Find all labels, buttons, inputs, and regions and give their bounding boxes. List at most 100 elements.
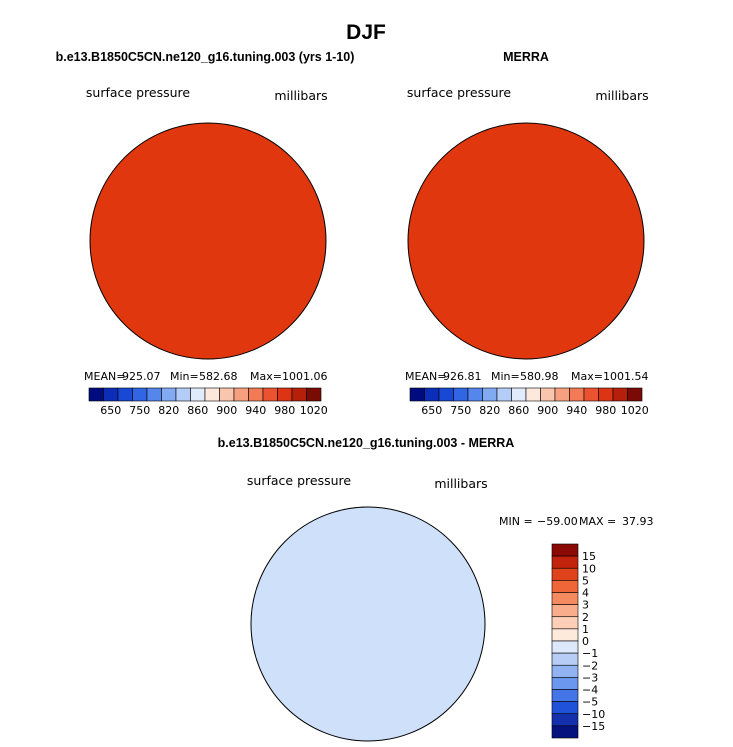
- difference-colorbar-swatch: [551, 592, 579, 605]
- difference-map-border: [250, 506, 486, 742]
- difference-colorbar-swatch: [551, 567, 579, 581]
- difference-colorbar-swatch: [551, 616, 579, 630]
- model-colorbar-swatch: [233, 387, 249, 402]
- difference-map-background: [251, 507, 485, 741]
- obs-colorbar-swatch: [467, 387, 483, 402]
- obs-colorbar: 650 750 820 860 900 940 980 1020: [409, 387, 649, 417]
- difference-colorbar-tick-label: −5: [582, 696, 598, 709]
- difference-colorbar-tick-label: −4: [582, 684, 598, 697]
- difference-colorbar-tick-label: 4: [582, 587, 589, 600]
- obs-colorbar-swatch: [424, 387, 440, 402]
- model-colorbar-swatch: [132, 387, 148, 402]
- difference-colorbar-swatch: [551, 652, 579, 666]
- model-colorbar-swatch: [146, 387, 162, 402]
- obs-colorbar-swatch: [496, 387, 512, 402]
- difference-panel-title: b.e13.B1850C5CN.ne120_g16.tuning.003 - M…: [218, 436, 515, 450]
- obs-colorbar-swatch: [453, 387, 469, 402]
- obs-min-label: Min=: [491, 370, 520, 383]
- obs-colorbar-swatch: [598, 387, 614, 402]
- model-colorbar-swatch: [103, 387, 119, 402]
- model-min-value: 582.68: [199, 370, 238, 383]
- difference-colorbar-tick-label: −15: [582, 720, 605, 733]
- obs-colorbar-swatch: [612, 387, 628, 402]
- difference-colorbar-tick-label: 5: [582, 574, 589, 587]
- difference-colorbar-swatch: [551, 580, 579, 593]
- obs-colorbar-tick-label: 900: [537, 404, 558, 417]
- obs-colorbar-swatch: [409, 387, 425, 402]
- model-colorbar-swatch: [248, 387, 264, 402]
- obs-right-label: millibars: [595, 88, 648, 103]
- model-mean-label: MEAN=: [84, 370, 125, 383]
- obs-colorbar-swatch: [511, 387, 527, 402]
- difference-right-label: millibars: [434, 476, 487, 491]
- obs-colorbar-swatch: [583, 387, 599, 402]
- model-colorbar-swatch: [175, 387, 191, 402]
- model-colorbar-swatch: [204, 387, 220, 402]
- obs-map-background: [408, 123, 644, 359]
- obs-colorbar-swatch: [627, 387, 643, 402]
- difference-colorbar-tick-label: 15: [582, 550, 596, 563]
- difference-min-value: −59.00: [537, 515, 578, 528]
- difference-colorbar-swatch: [551, 713, 579, 727]
- season-title: DJF: [346, 21, 386, 44]
- model-colorbar-tick-label: 820: [158, 404, 179, 417]
- model-max-value: 1001.06: [282, 370, 328, 383]
- model-panel-title: b.e13.B1850C5CN.ne120_g16.tuning.003 (yr…: [56, 50, 355, 64]
- obs-colorbar-swatch: [554, 387, 570, 402]
- model-colorbar-tick-label: 980: [274, 404, 295, 417]
- difference-colorbar-swatch: [551, 555, 579, 569]
- difference-colorbar-swatch: [551, 677, 579, 690]
- obs-colorbar-tick-label: 1020: [621, 404, 649, 417]
- obs-max-value: 1001.54: [603, 370, 649, 383]
- obs-colorbar-swatch: [540, 387, 556, 402]
- model-colorbar-tick-label: 750: [129, 404, 150, 417]
- difference-colorbar-swatch: [551, 543, 579, 557]
- model-colorbar: 650 750 820 860 900 940 980 1020: [88, 387, 328, 417]
- model-map-border: [89, 122, 327, 360]
- model-colorbar-swatch: [219, 387, 235, 402]
- difference-min-label: MIN =: [499, 515, 533, 528]
- model-colorbar-swatch: [161, 387, 177, 402]
- model-map: [89, 122, 327, 360]
- obs-colorbar-tick-label: 940: [566, 404, 587, 417]
- difference-colorbar-swatch: [551, 701, 579, 715]
- difference-colorbar-tick-label: −10: [582, 708, 605, 721]
- difference-stats: MIN = −59.00 MAX = 37.93: [499, 515, 654, 528]
- model-colorbar-swatch: [306, 387, 322, 402]
- model-left-label: surface pressure: [86, 85, 190, 100]
- obs-colorbar-tick-label: 650: [421, 404, 442, 417]
- model-colorbar-swatch: [88, 387, 104, 402]
- obs-map: [407, 122, 645, 360]
- difference-left-label: surface pressure: [247, 473, 351, 488]
- obs-colorbar-tick-label: 750: [450, 404, 471, 417]
- obs-panel-title: MERRA: [503, 50, 549, 64]
- difference-colorbar-tick-label: 0: [582, 635, 589, 648]
- obs-mean-value: 926.81: [443, 370, 482, 383]
- difference-colorbar-tick-label: 10: [582, 562, 596, 575]
- difference-colorbar-tick-label: −2: [582, 659, 598, 672]
- obs-colorbar-swatch: [482, 387, 498, 402]
- difference-colorbar-swatch: [551, 725, 579, 739]
- difference-map: [250, 506, 486, 742]
- obs-colorbar-swatch: [525, 387, 541, 402]
- obs-min-value: 580.98: [520, 370, 559, 383]
- difference-colorbar-swatch: [551, 664, 579, 678]
- difference-colorbar-tick-label: 2: [582, 611, 589, 624]
- model-colorbar-tick-label: 650: [100, 404, 121, 417]
- obs-colorbar-swatch: [569, 387, 585, 402]
- difference-colorbar-swatch: [551, 628, 579, 642]
- obs-colorbar-tick-label: 980: [595, 404, 616, 417]
- difference-colorbar-swatch: [551, 640, 579, 654]
- model-colorbar-tick-label: 1020: [300, 404, 328, 417]
- model-colorbar-swatch: [262, 387, 278, 402]
- obs-map-border: [407, 122, 645, 360]
- obs-colorbar-swatch: [438, 387, 454, 402]
- obs-colorbar-tick-label: 820: [479, 404, 500, 417]
- model-colorbar-swatch: [291, 387, 307, 402]
- model-right-label: millibars: [274, 88, 327, 103]
- model-colorbar-tick-label: 900: [216, 404, 237, 417]
- difference-colorbar-tick-label: −3: [582, 671, 598, 684]
- difference-colorbar-tick-label: 1: [582, 623, 589, 636]
